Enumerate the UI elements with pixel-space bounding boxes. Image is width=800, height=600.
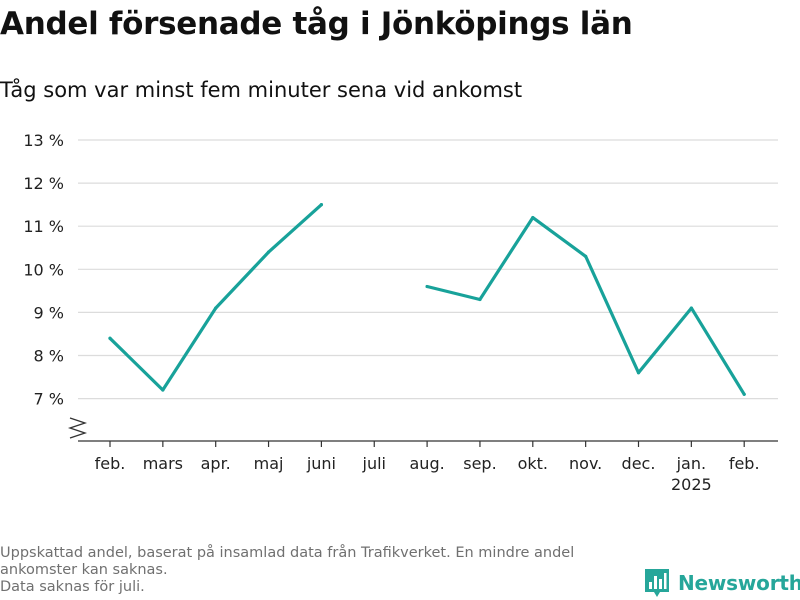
data-point	[266, 250, 271, 254]
x-tick-label: okt.	[518, 454, 548, 473]
axis-break-marker	[67, 417, 88, 439]
x-tick-label: juni	[306, 454, 336, 473]
x-tick-label: juli	[362, 454, 386, 473]
chart-title: Andel försenade tåg i Jönköpings län	[0, 6, 633, 42]
x-tick-label: aug.	[410, 454, 445, 473]
x-tick-label: jan.	[676, 454, 706, 473]
x-tick-label: feb.	[729, 454, 760, 473]
data-point	[689, 306, 693, 310]
y-tick-label: 11 %	[23, 217, 64, 236]
y-tick-label: 13 %	[23, 131, 64, 150]
y-tick-label: 10 %	[23, 260, 64, 279]
footnote: Uppskattad andel, baserat på insamlad da…	[0, 545, 640, 596]
x-tick-label: dec.	[622, 454, 656, 473]
x-tick-label: apr.	[201, 454, 231, 473]
x-axis	[67, 417, 778, 442]
x-tick-label: nov.	[569, 454, 602, 473]
footnote-line: ankomster kan saknas.	[0, 562, 168, 578]
data-point	[478, 297, 482, 302]
footnote-line: Uppskattad andel, baserat på insamlad da…	[0, 545, 575, 561]
newsworthy-logo-icon	[645, 569, 669, 597]
x-tick-label: maj	[254, 454, 284, 473]
series-line	[425, 216, 746, 396]
x-tick-label: feb.	[95, 454, 126, 473]
data-point	[425, 284, 429, 289]
data-point	[742, 392, 746, 396]
gridlines	[78, 139, 778, 400]
y-tick-label: 8 %	[34, 347, 64, 366]
data-point	[108, 336, 112, 340]
x-axis-ticks: feb. mars apr. maj juni juli aug. sep. okt. nov. d…	[95, 441, 760, 494]
data-point	[584, 254, 588, 258]
line-chart: 7 % 8 % 9 % 10 % 11 % 12 % 13 % feb. mars apr. ma…	[23, 131, 778, 494]
data-point	[161, 388, 165, 392]
y-tick-label: 9 %	[34, 303, 64, 322]
data-point	[214, 306, 218, 310]
x-year-label: 2025	[671, 475, 712, 494]
x-tick-label: sep.	[463, 454, 496, 473]
footnote-line: Data saknas för juli.	[0, 579, 145, 595]
y-tick-label: 12 %	[23, 174, 64, 193]
data-point	[531, 215, 535, 220]
data-point	[636, 371, 641, 375]
series-line	[108, 203, 323, 392]
x-tick-label: mars	[143, 454, 183, 473]
series-lines	[108, 203, 746, 396]
y-axis-ticks: 7 % 8 % 9 % 10 % 11 % 12 % 13 %	[23, 131, 64, 409]
y-tick-label: 7 %	[34, 390, 64, 409]
brand-logo: Newsworthy	[644, 568, 800, 598]
brand-name: Newsworthy	[678, 571, 800, 595]
chart-subtitle: Tåg som var minst fem minuter sena vid a…	[0, 78, 523, 102]
data-point	[319, 203, 323, 207]
